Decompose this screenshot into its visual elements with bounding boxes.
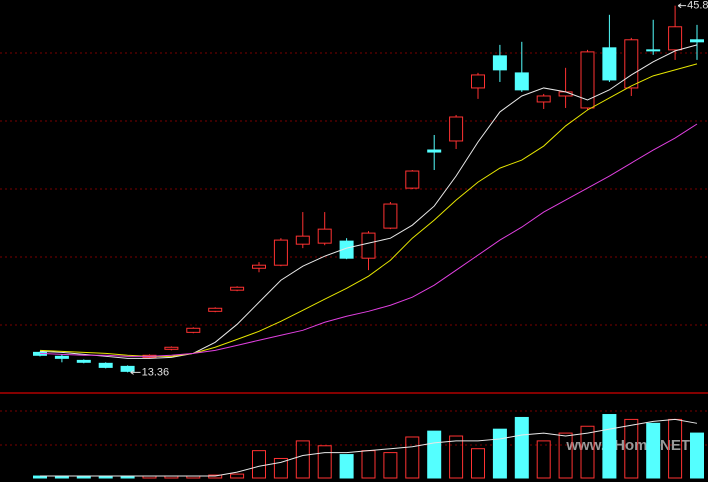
volume-bar (536, 440, 551, 479)
candle-body (54, 355, 69, 359)
volume-bar (580, 425, 595, 479)
candle-body (427, 149, 442, 153)
volume-bar (405, 436, 420, 479)
candle-body (164, 346, 179, 350)
volume-bar (273, 457, 288, 479)
candle-body (624, 39, 639, 89)
volume-bar (646, 422, 661, 479)
volume-bar (295, 440, 310, 479)
candle-body (317, 228, 332, 244)
moving-average-line (39, 123, 698, 357)
candle-body (273, 239, 288, 266)
candle-body (383, 203, 398, 229)
candle-body (405, 170, 420, 189)
volume-bar (471, 448, 485, 479)
candle-body (98, 362, 113, 368)
candle-body (580, 51, 595, 109)
candle-body (230, 286, 245, 291)
candle-body (186, 327, 201, 333)
candle-body (120, 365, 135, 372)
volume-bar (690, 432, 704, 479)
candle-body (295, 235, 310, 245)
moving-average-line (39, 44, 698, 359)
annotation-arrow (130, 369, 141, 375)
volume-bar (339, 454, 354, 479)
candle-body (252, 264, 266, 269)
candle-body (76, 359, 91, 363)
candle-body (208, 307, 223, 312)
candle-body (339, 240, 354, 259)
candle-body (690, 39, 704, 43)
candle-body (471, 74, 485, 89)
volume-bar (558, 432, 573, 479)
candle-body (449, 116, 464, 142)
volume-bar (252, 450, 266, 479)
volume-bar (602, 414, 617, 479)
candle-body (361, 232, 376, 259)
candle-body (668, 26, 683, 51)
volume-bar (383, 452, 398, 479)
candle-body (602, 47, 617, 81)
volume-bar (317, 445, 332, 479)
candle-body (536, 95, 551, 103)
candle-body (492, 55, 507, 71)
annotation-arrow (677, 3, 687, 9)
high-label: 45.8 (687, 0, 708, 12)
low-label: 13.36 (142, 366, 170, 378)
volume-bar (427, 430, 442, 479)
volume-bar (514, 416, 529, 479)
candle-body (646, 49, 661, 52)
volume-bar (230, 473, 245, 479)
candle-body (514, 72, 529, 91)
watermark: www.pHome.NET (565, 437, 690, 454)
volume-ma-line (40, 418, 698, 477)
volume-bar (449, 435, 464, 479)
volume-bar (624, 418, 639, 479)
volume-bar (492, 428, 507, 479)
